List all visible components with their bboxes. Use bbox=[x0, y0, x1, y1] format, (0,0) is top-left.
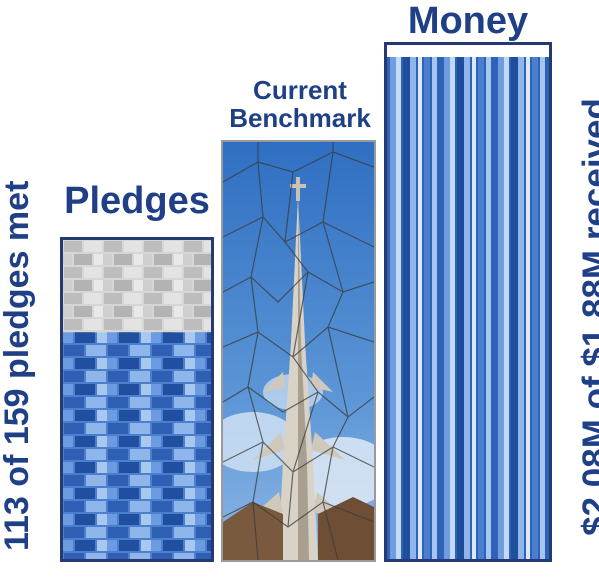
benchmark-title: Current Benchmark bbox=[220, 76, 380, 132]
benchmark-title-line-2: Benchmark bbox=[229, 103, 371, 133]
money-title: Money bbox=[407, 0, 529, 42]
pledges-met-area bbox=[63, 332, 211, 559]
pledges-panel bbox=[60, 237, 214, 562]
pledges-progress-label: 113 of 159 pledges met bbox=[0, 180, 36, 551]
money-progress-label: $2.08M of $1.88M received bbox=[576, 98, 599, 536]
stained-glass-spire-image bbox=[223, 142, 374, 560]
money-panel bbox=[384, 42, 552, 562]
pledges-fill-graphic bbox=[63, 240, 211, 559]
benchmark-image-panel bbox=[221, 140, 376, 562]
pledges-title: Pledges bbox=[64, 180, 210, 222]
money-received-area bbox=[387, 57, 549, 559]
benchmark-title-line-1: Current bbox=[253, 75, 347, 105]
money-fill-graphic bbox=[387, 45, 549, 559]
